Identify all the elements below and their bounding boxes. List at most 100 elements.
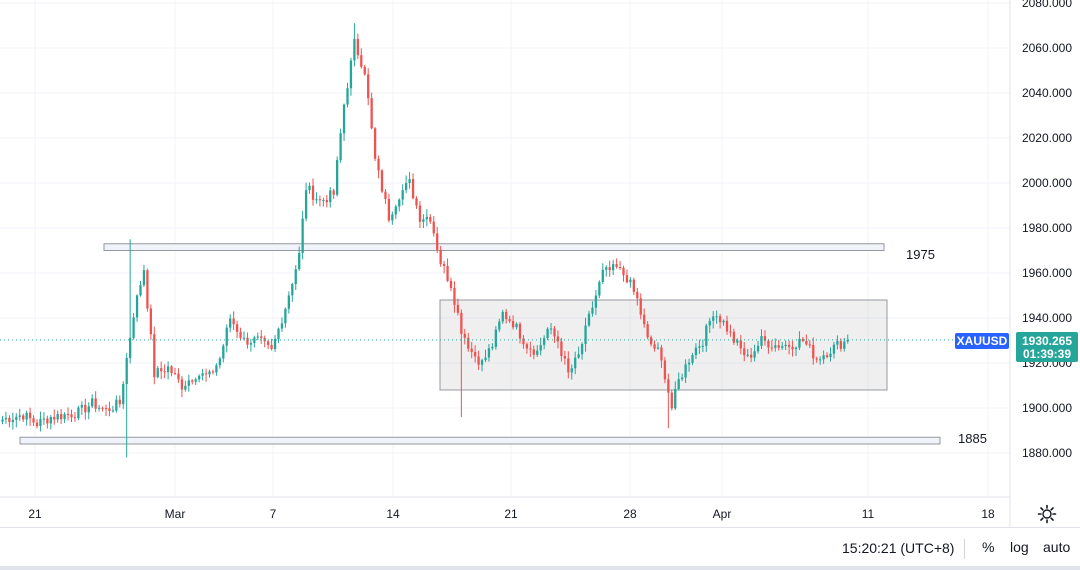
candle-body xyxy=(825,355,829,358)
candle-body xyxy=(122,384,125,405)
support-zone-1885 xyxy=(19,436,941,445)
candle-body xyxy=(170,366,173,374)
candle-body xyxy=(215,365,218,373)
candle-body xyxy=(308,185,311,191)
candle-body xyxy=(753,351,756,358)
candle-body xyxy=(474,351,477,357)
y-tick-label: 1980.000 xyxy=(1022,221,1072,235)
candle-body xyxy=(287,295,290,309)
candle-body xyxy=(546,328,549,339)
candle-body xyxy=(498,321,501,330)
candle-body xyxy=(756,345,760,352)
candle-body xyxy=(553,328,556,337)
candle-body xyxy=(653,344,656,349)
candle-body xyxy=(94,398,97,409)
candle-body xyxy=(277,328,280,339)
candle-body xyxy=(135,295,139,318)
candle-body xyxy=(222,345,225,359)
candle-body xyxy=(598,281,601,296)
candle-body xyxy=(294,269,297,285)
candle-body xyxy=(798,338,801,348)
candle-body xyxy=(612,264,615,271)
symbol-tag xyxy=(955,333,1009,349)
level-label-1975: 1975 xyxy=(906,247,935,262)
price-tags: XAUUSD 1930.265 01:39:39 xyxy=(955,332,1078,362)
candle-body xyxy=(484,357,487,361)
candle-body xyxy=(429,216,432,222)
candle-body xyxy=(225,327,228,346)
candle-body xyxy=(791,346,794,350)
candle-body xyxy=(18,415,21,417)
price-axis[interactable]: 1880.0001900.0001920.0001940.0001960.000… xyxy=(1022,0,1072,460)
candle-body xyxy=(677,379,680,389)
countdown-label: 01:39:39 xyxy=(1023,347,1071,361)
x-tick-label: 11 xyxy=(862,507,875,521)
last-price-tag xyxy=(1016,332,1078,362)
candle-body xyxy=(646,324,649,338)
candle-body xyxy=(794,347,798,350)
candle-body xyxy=(398,199,401,207)
candle-body xyxy=(232,318,235,325)
candle-body xyxy=(25,412,28,420)
candle-body xyxy=(108,408,111,412)
candle-body xyxy=(649,337,653,345)
candle-body xyxy=(418,205,422,222)
candle-body xyxy=(632,279,635,292)
candle-body xyxy=(22,415,25,420)
candle-body xyxy=(801,338,805,341)
candle-body xyxy=(470,348,473,352)
candle-body xyxy=(739,340,742,349)
candle-body xyxy=(353,39,356,61)
candle-body xyxy=(415,198,418,206)
candle-body xyxy=(436,233,439,250)
candle-body xyxy=(456,304,460,313)
candle-body xyxy=(536,350,539,355)
candle-body xyxy=(608,267,611,271)
candle-body xyxy=(712,316,715,321)
candle-body xyxy=(156,368,159,378)
candle-body xyxy=(384,191,387,199)
log-scale-button[interactable]: log xyxy=(1010,539,1029,555)
x-tick-label: 14 xyxy=(386,507,400,521)
candle-body xyxy=(125,357,128,385)
candle-body xyxy=(501,311,504,322)
candle-body xyxy=(28,412,32,419)
candle-body xyxy=(49,417,52,424)
candle-body xyxy=(163,371,166,373)
candle-body xyxy=(84,404,87,413)
candle-body xyxy=(725,320,729,332)
candle-body xyxy=(387,198,391,221)
zones xyxy=(19,243,941,445)
candle-body xyxy=(60,413,63,420)
y-tick-label: 2000.000 xyxy=(1022,176,1072,190)
candle-body xyxy=(229,318,232,328)
candle-body xyxy=(298,252,301,270)
candle-body xyxy=(46,418,49,424)
candle-body xyxy=(691,355,694,363)
candle-body xyxy=(674,388,677,409)
candle-body xyxy=(446,265,449,281)
y-tick-label: 2020.000 xyxy=(1022,131,1072,145)
candle-body xyxy=(70,414,73,418)
candle-body xyxy=(563,356,566,359)
percent-scale-button[interactable]: % xyxy=(982,539,995,555)
auto-scale-button[interactable]: auto xyxy=(1043,539,1071,555)
candle-body xyxy=(767,340,770,348)
candle-body xyxy=(256,336,259,338)
candle-body xyxy=(567,358,570,373)
candle-body xyxy=(315,199,318,201)
candle-body xyxy=(587,313,591,326)
time-axis[interactable]: 21 Mar 7 14 21 28 Apr 11 18 xyxy=(28,507,995,521)
candle-body xyxy=(681,377,684,380)
candle-body xyxy=(694,347,698,356)
x-tick-label: 21 xyxy=(28,507,42,521)
candle-body xyxy=(291,284,294,296)
candle-body xyxy=(670,392,673,409)
status-bar: 15:20:21 (UTC+8) % log auto xyxy=(0,527,1080,570)
settings-gear-icon[interactable] xyxy=(1037,504,1057,524)
candle-body xyxy=(508,319,511,322)
candle-body xyxy=(539,344,542,351)
resistance-zone-1975 xyxy=(103,243,885,251)
price-chart[interactable]: 1880.0001900.0001920.0001940.0001960.000… xyxy=(0,0,1080,527)
candle-body xyxy=(687,362,691,365)
